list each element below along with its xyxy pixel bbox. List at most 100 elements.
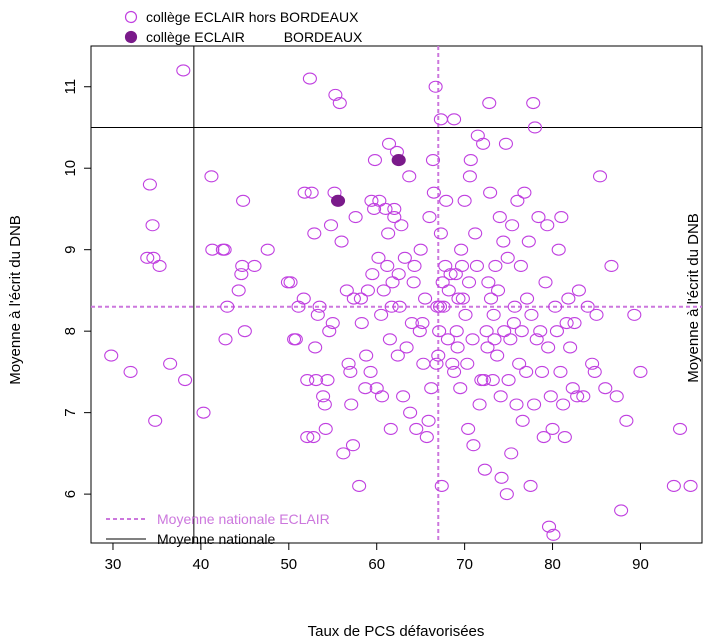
data-point: [204, 170, 219, 183]
data-point: [409, 422, 424, 435]
data-point: [439, 194, 454, 207]
data-point: [360, 284, 375, 297]
data-point: [421, 414, 436, 427]
x-tick-label: 90: [632, 556, 649, 573]
legend-bottom: Moyenne nationale ECLAIR Moyenne nationa…: [106, 511, 330, 547]
data-point: [104, 349, 119, 362]
data-point: [433, 113, 448, 126]
data-point: [354, 316, 369, 330]
legend-filled-circle-marker: [124, 30, 138, 44]
data-point: [541, 520, 557, 533]
data-point: [176, 64, 191, 77]
data-point: [218, 333, 233, 346]
data-point: [567, 316, 582, 330]
data-point: [374, 390, 390, 403]
data-point: [485, 373, 500, 387]
data-point: [424, 382, 439, 395]
data-point: [463, 154, 478, 167]
data-point: [316, 390, 331, 403]
data-point: [352, 479, 367, 493]
data-point: [345, 439, 361, 452]
data-point: [415, 316, 430, 330]
y-tick-label: 7: [62, 408, 79, 416]
data-point: [483, 292, 499, 305]
data-point: [359, 349, 374, 362]
data-point: [458, 308, 473, 321]
data-point: [482, 96, 497, 110]
data-point: [520, 292, 535, 305]
y-tick-label: 11: [62, 79, 79, 95]
data-point: [380, 259, 395, 273]
data-point: [480, 341, 495, 354]
data-point: [514, 325, 529, 338]
legend-open-circle-marker: [124, 10, 138, 24]
data-point: [510, 194, 525, 207]
data-point: [598, 382, 613, 395]
data-point: [589, 308, 604, 321]
data-point: [461, 276, 477, 289]
data-point: [322, 325, 337, 338]
data-point: [587, 365, 602, 378]
data-point: [426, 186, 441, 199]
data-point: [390, 349, 405, 362]
data-point: [260, 243, 275, 256]
data-point: [378, 202, 393, 216]
data-point: [381, 137, 397, 150]
data-point-bordeaux: [391, 154, 406, 167]
data-point: [123, 365, 138, 378]
data-point: [178, 373, 193, 387]
data-point: [565, 382, 580, 395]
data-point: [543, 390, 558, 403]
data-point: [348, 211, 363, 224]
reference-lines: [91, 46, 702, 543]
data-point: [396, 390, 411, 403]
data-point: [472, 398, 487, 411]
data-point: [513, 259, 528, 273]
data-point: [339, 284, 354, 297]
data-point: [563, 341, 578, 354]
y-tick-label: 6: [62, 490, 79, 498]
data-point: [364, 194, 379, 207]
data-point: [307, 227, 322, 240]
data-point: [504, 447, 519, 460]
data-point: [431, 349, 446, 362]
data-point: [517, 186, 532, 199]
data-point: [476, 137, 491, 150]
x-tick-label: 60: [368, 556, 385, 573]
data-point: [440, 333, 455, 346]
data-point: [145, 219, 160, 232]
data-point: [196, 406, 211, 419]
data-point: [304, 186, 319, 199]
data-point: [363, 365, 378, 378]
x-tick-label: 70: [456, 556, 473, 573]
data-point: [220, 300, 235, 313]
data-point: [468, 227, 483, 240]
data-point: [296, 292, 311, 305]
data-point: [392, 300, 407, 313]
series-eclair-bordeaux: [330, 154, 406, 207]
data-point: [633, 365, 648, 378]
data-point: [371, 251, 386, 264]
data-point: [374, 308, 389, 321]
data-point: [310, 308, 325, 321]
data-point: [382, 333, 397, 346]
y-tick-label: 8: [62, 327, 79, 335]
data-point: [231, 284, 246, 297]
data-point: [297, 186, 312, 199]
data-point: [312, 300, 327, 313]
data-point: [432, 300, 448, 313]
y-axis: 6 7 8 9 10 11: [62, 79, 91, 498]
data-point: [479, 325, 494, 338]
data-point: [236, 194, 251, 207]
data-point: [457, 194, 472, 207]
data-point: [413, 243, 428, 256]
data-point: [385, 276, 400, 289]
x-tick-label: 50: [280, 556, 297, 573]
data-point: [235, 259, 250, 273]
data-point: [541, 341, 556, 354]
data-point: [523, 479, 538, 493]
data-point: [549, 325, 564, 338]
data-point: [451, 292, 466, 305]
data-point: [571, 284, 586, 297]
